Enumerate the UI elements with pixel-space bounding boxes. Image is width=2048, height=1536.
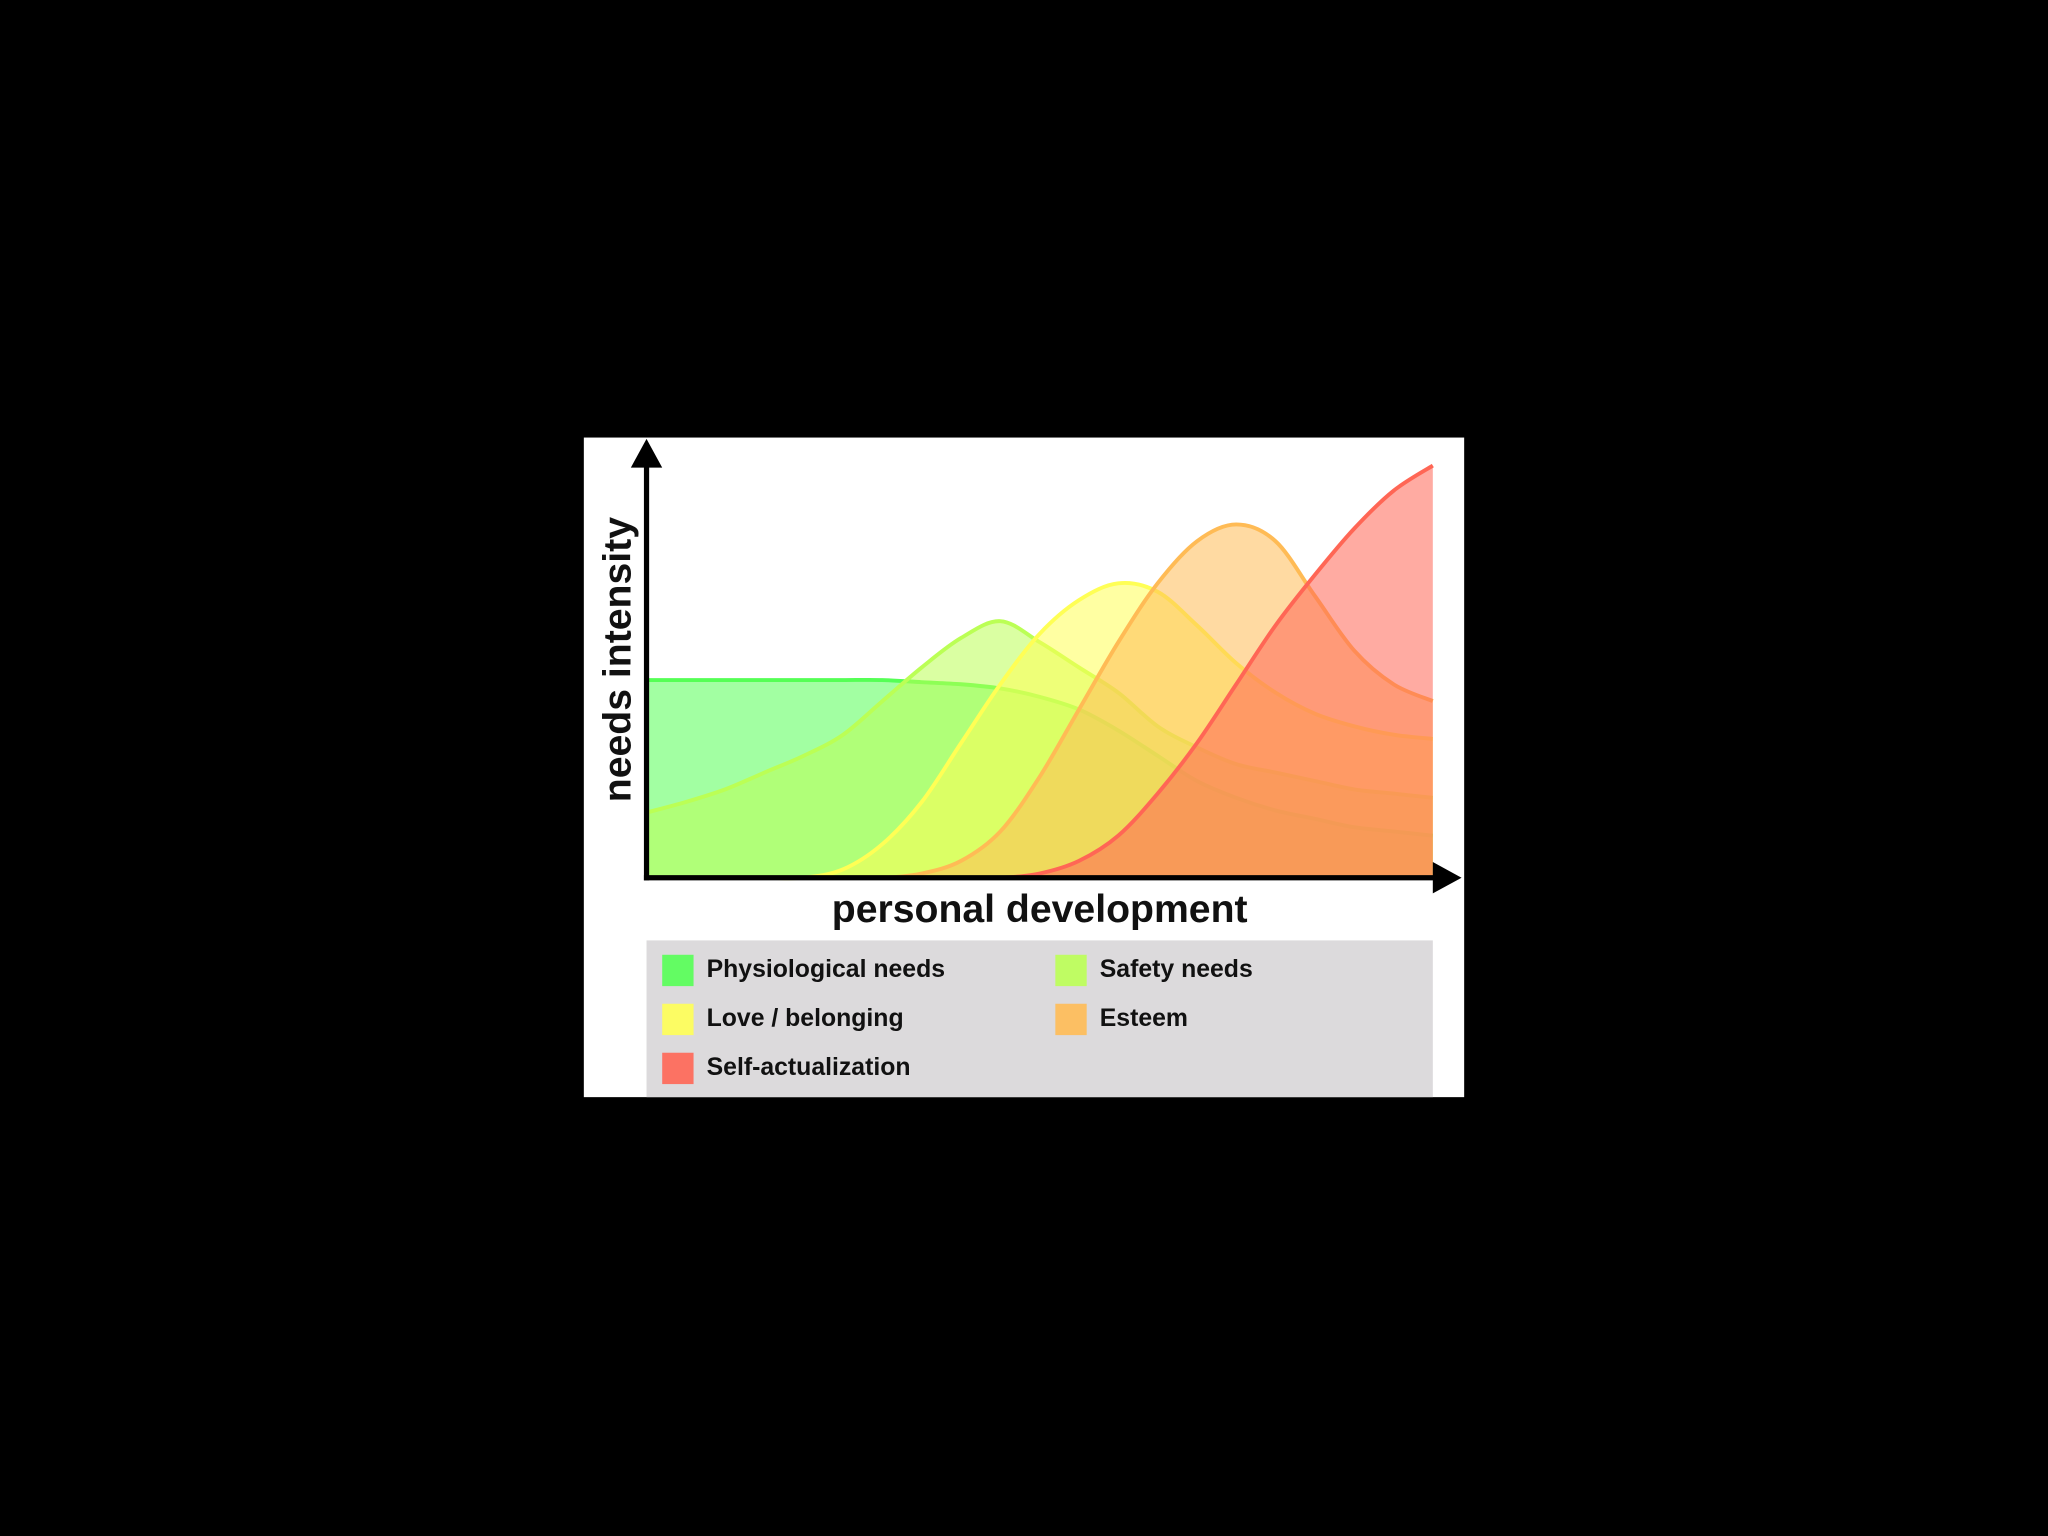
x-axis-label: personal development [832,888,1248,931]
area-fill [646,465,1433,879]
legend-label: Love / belonging [707,1005,904,1032]
legend-swatch [662,1052,694,1085]
legend-swatch [1055,1003,1087,1036]
legend-label: Self-actualization [707,1054,911,1081]
x-axis-arrow [1432,862,1462,894]
legend-box [646,940,1433,1098]
legend-label: Esteem [1100,1005,1188,1032]
y-axis-arrow [630,438,663,468]
legend: Physiological needs Safety needs Love / be… [662,954,1253,1085]
legend-swatch [662,954,694,987]
legend-label: Safety needs [1100,956,1253,983]
y-axis-label: needs intensity [597,517,640,802]
legend-swatch [1055,954,1087,987]
legend-label: Physiological needs [707,956,945,983]
legend-swatch [662,1003,694,1036]
